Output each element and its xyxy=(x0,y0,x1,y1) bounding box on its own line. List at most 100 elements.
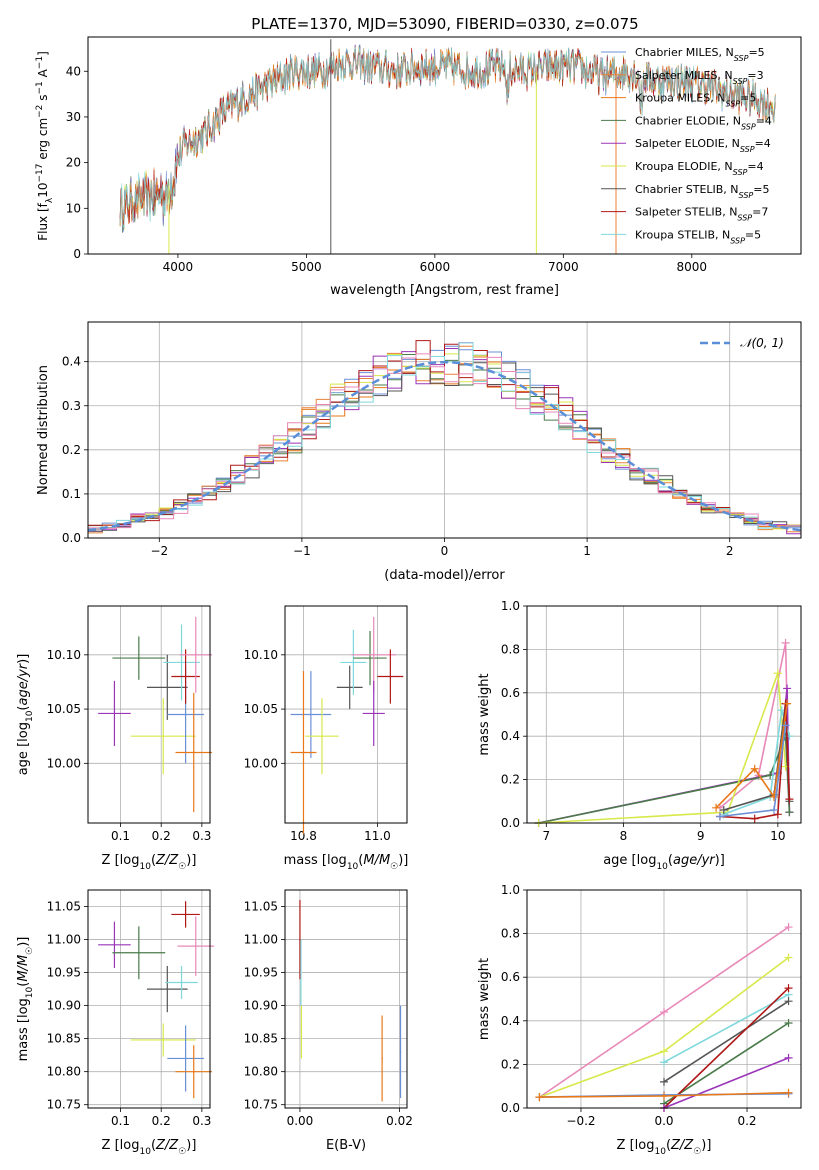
y-tick-label: 10.95 xyxy=(244,966,278,980)
panel-mass_vs_Z: 0.1 0.2 0.3 10.75 10.80 10.85 10.90 10.95 11.00 1… xyxy=(16,889,215,1157)
legend-entry-text: Chabrier ELODIE, NSSP=4 xyxy=(635,114,772,130)
series-marker xyxy=(784,984,793,993)
series-line xyxy=(538,688,791,824)
series-marker xyxy=(750,764,759,773)
y-tick-label: 0.0 xyxy=(501,816,520,830)
panel-age_vs_mass: 10.8 11.0 10.00 10.05 10.10 mass [log10(M/M☉)… xyxy=(244,605,409,872)
y-tick-label: 0.4 xyxy=(501,729,520,743)
series-marker xyxy=(784,923,793,932)
data-point xyxy=(166,988,169,990)
y-tick-label: 0.3 xyxy=(62,399,81,413)
series-line xyxy=(663,993,789,1063)
x-tick-label: 0.1 xyxy=(111,829,130,843)
series-marker xyxy=(660,1092,668,1101)
data-point xyxy=(162,1039,165,1041)
x-tick-label: 0.0 xyxy=(654,1114,673,1128)
series-marker xyxy=(773,810,782,819)
series-line xyxy=(663,1000,789,1083)
axes-frame xyxy=(87,36,802,255)
y-tick-label: 11.05 xyxy=(47,900,81,914)
y-tick-label: 10.05 xyxy=(244,702,278,716)
x-tick-label: −1 xyxy=(293,544,311,558)
y-tick-label: 10.10 xyxy=(244,648,278,662)
panel-mass_vs_ebv: 0.00 0.02 10.75 10.80 10.85 10.90 10.95 11.00 11… xyxy=(244,889,413,1153)
y-axis-label: mass weight xyxy=(477,673,492,755)
series-marker xyxy=(719,805,728,814)
data-point xyxy=(138,951,140,954)
y-tick-label: 11.00 xyxy=(47,933,81,947)
series-marker xyxy=(773,669,782,678)
data-point xyxy=(184,713,187,716)
y-tick-label: 0.6 xyxy=(501,970,520,984)
y-tick-label: 11.05 xyxy=(244,900,278,914)
y-tick-label: 40 xyxy=(66,64,81,78)
y-tick-label: 0.6 xyxy=(501,686,520,700)
y-tick-label: 10.75 xyxy=(47,1098,81,1112)
axes-frame xyxy=(87,889,211,1109)
axes-frame xyxy=(87,605,211,824)
data-point xyxy=(166,686,169,689)
data-point xyxy=(138,657,140,659)
y-tick-label: 0.4 xyxy=(501,1014,520,1028)
series-marker xyxy=(660,1047,668,1056)
x-axis-label: mass [log10(M/M☉)] xyxy=(284,853,409,872)
data-point xyxy=(372,712,375,715)
y-tick-label: 10.85 xyxy=(244,1032,278,1046)
y-tick-label: 10.80 xyxy=(244,1065,278,1079)
x-axis-label: Z [log10(Z/Z☉)] xyxy=(102,1138,197,1157)
y-tick-label: 0.2 xyxy=(501,773,520,787)
data-point xyxy=(184,1057,187,1060)
series-marker xyxy=(784,953,793,962)
data-point xyxy=(192,1070,195,1073)
y-axis-label: Normed distribution xyxy=(36,365,51,495)
x-tick-label: 2 xyxy=(726,544,734,558)
series-marker xyxy=(781,638,790,647)
axes-frame xyxy=(284,889,408,1109)
x-tick-label: 10.8 xyxy=(290,829,317,843)
x-tick-label: 0.3 xyxy=(192,829,211,843)
x-tick-label: 1 xyxy=(583,544,591,558)
x-axis-label: E(B-V) xyxy=(326,1138,366,1153)
x-tick-label: 0.3 xyxy=(192,1114,211,1128)
series-line xyxy=(715,703,788,809)
x-axis-label: age [log10(age/yr)] xyxy=(603,853,725,872)
axes-frame xyxy=(526,889,802,1109)
data-point xyxy=(300,971,302,974)
data-point xyxy=(381,1057,383,1060)
y-tick-label: 10.05 xyxy=(47,702,81,716)
series-marker xyxy=(783,699,792,708)
data-point xyxy=(399,1051,402,1053)
y-tick-label: 0.8 xyxy=(501,642,520,656)
y-tick-label: 1.0 xyxy=(501,883,520,897)
data-point xyxy=(369,657,371,659)
series-marker xyxy=(660,1008,668,1017)
y-tick-label: 10.90 xyxy=(47,999,81,1013)
normal-curve xyxy=(87,360,802,532)
panel-age_vs_Z: 0.1 0.2 0.3 10.00 10.05 10.10 Z [log10(Z/Z☉)] a… xyxy=(16,605,213,872)
y-tick-label: 0.0 xyxy=(501,1101,520,1115)
series-marker xyxy=(785,808,794,817)
series-marker xyxy=(660,1077,668,1086)
y-axis-label: mass [log10(M/M☉)] xyxy=(16,937,35,1062)
series-marker xyxy=(784,1088,793,1097)
series-line xyxy=(538,673,787,824)
data-point xyxy=(389,675,392,678)
legend-entry-text: Kroupa ELODIE, NSSP=4 xyxy=(635,160,764,177)
panel-spectrum: 4000 5000 6000 7000 8000 0 10 20 30 40 Chabrier MI… xyxy=(35,36,802,298)
series-marker xyxy=(784,997,793,1006)
data-point xyxy=(194,945,197,947)
x-tick-label: 0.2 xyxy=(152,829,171,843)
data-point xyxy=(184,675,187,678)
x-axis-label: wavelength [Angstrom, rest frame] xyxy=(330,283,559,298)
data-point xyxy=(113,944,116,946)
x-tick-label: 0.00 xyxy=(287,1114,314,1128)
data-point xyxy=(180,661,183,664)
figure-title: PLATE=1370, MJD=53090, FIBERID=0330, z=0… xyxy=(251,15,638,33)
y-tick-label: 10.95 xyxy=(47,966,81,980)
series-line xyxy=(663,987,790,1109)
x-tick-label: 0 xyxy=(441,544,449,558)
series-marker xyxy=(712,803,721,812)
legend-entry-text: Salpeter MILES, NSSP=3 xyxy=(635,69,764,86)
data-point xyxy=(162,735,165,737)
